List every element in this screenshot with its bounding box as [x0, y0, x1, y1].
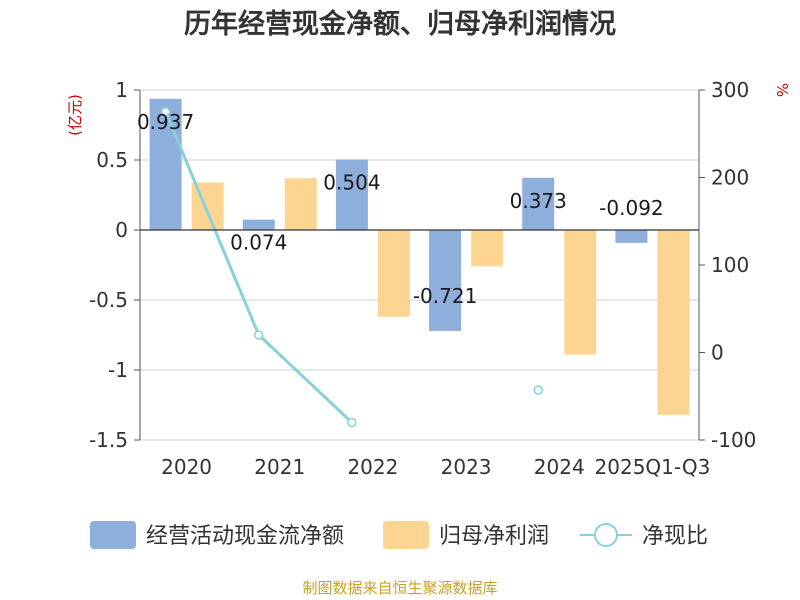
ratio-point: [347, 417, 357, 428]
legend-label: 净现比: [642, 524, 708, 549]
grid: [140, 89, 699, 441]
left-tick-label: 0.5: [96, 148, 128, 172]
category-label: 2025Q1-Q3: [595, 455, 711, 479]
source-note: 制图数据来自恒生聚源数据库: [302, 579, 497, 597]
legend-marker: [594, 523, 618, 547]
legend-label: 归母净利润: [439, 524, 549, 549]
right-axis-unit: %: [773, 83, 791, 97]
data-labels: 0.937 0.074 0.504 -0.721 0.373 -0.092: [137, 110, 664, 308]
net-profit-bar: [657, 230, 690, 415]
cashflow-bar: [242, 219, 275, 230]
cashflow-bar: [522, 177, 555, 230]
legend: 经营活动现金流净额 归母净利润 净现比: [90, 521, 708, 549]
cashflow-bar: [335, 159, 368, 230]
legend-swatch: [383, 521, 429, 549]
net-profit-bar: [471, 230, 504, 267]
left-tick-label: -1: [108, 358, 128, 382]
net-profit-bar: [564, 230, 597, 355]
ratio-point: [533, 385, 543, 395]
cashflow-data-label: 0.074: [230, 231, 287, 255]
cashflow-data-label: -0.721: [413, 284, 477, 308]
ratio-line: [160, 107, 543, 428]
bars: [149, 98, 690, 415]
category-label: 2024: [534, 455, 585, 479]
cashflow-bar: [429, 230, 462, 331]
cashflow-data-label: -0.092: [599, 196, 663, 220]
left-tick-label: -1.5: [89, 428, 128, 452]
right-tick-label: -100: [711, 428, 756, 452]
ratio-point: [254, 330, 264, 340]
cashflow-data-label: 0.937: [137, 110, 194, 134]
cashflow-bar: [149, 98, 182, 230]
left-tick-label: -0.5: [89, 288, 128, 312]
chart-title: 历年经营现金净额、归母净利润情况: [184, 8, 616, 40]
cashflow-data-label: 0.504: [323, 170, 380, 194]
left-tick-label: 0: [115, 218, 128, 242]
category-label: 2020: [161, 455, 212, 479]
cashflow-data-label: 0.373: [510, 189, 567, 213]
left-tick-label: 1: [115, 78, 128, 102]
net-profit-bar: [191, 182, 224, 230]
right-tick-label: 100: [711, 253, 749, 277]
axes: 1 0.5 0 -0.5 -1 -1.5 300 200 100 0 -100 2020 2021 202…: [89, 78, 756, 479]
net-profit-bar: [377, 230, 410, 317]
ratio-line-segment: [164, 111, 353, 424]
category-label: 2023: [441, 455, 492, 479]
legend-swatch: [90, 521, 136, 549]
right-tick-label: 300: [711, 78, 749, 102]
legend-label: 经营活动现金流净额: [146, 524, 344, 549]
right-tick-label: 200: [711, 166, 749, 190]
category-label: 2021: [254, 455, 305, 479]
net-profit-bar: [284, 178, 317, 230]
ratio-point: [160, 107, 171, 117]
left-axis-unit: (亿元): [66, 94, 84, 136]
right-tick-label: 0: [711, 341, 724, 365]
cashflow-bar: [615, 230, 648, 243]
category-label: 2022: [347, 455, 398, 479]
